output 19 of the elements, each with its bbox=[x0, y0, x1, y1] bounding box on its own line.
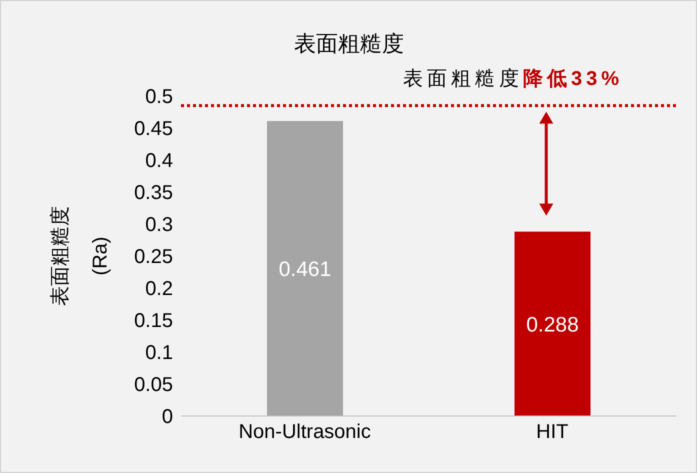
text: 降低33% bbox=[522, 68, 623, 90]
y-tick-label: 0.1 bbox=[145, 342, 173, 364]
y-tick-label: 0.35 bbox=[134, 182, 173, 204]
y-tick-label: 0.25 bbox=[134, 246, 173, 268]
y-tick-label: 0.15 bbox=[134, 310, 173, 332]
y-tick-label: 0.3 bbox=[145, 214, 173, 236]
x-tick-label: Non-Ultrasonic bbox=[238, 421, 371, 444]
y-tick-label: 0.4 bbox=[145, 150, 173, 172]
x-tick-label: HIT bbox=[536, 421, 568, 444]
y-axis-title: 表面粗糙度 (Ra) bbox=[49, 206, 112, 306]
y-tick-label: 0.45 bbox=[134, 118, 173, 140]
data-label: 0.461 bbox=[278, 258, 332, 281]
chart-title: 表面粗糙度 bbox=[294, 31, 404, 56]
y-tick-label: 0.05 bbox=[134, 374, 173, 396]
text: 表面粗糙度 bbox=[402, 68, 523, 90]
y-tick-label: 0.2 bbox=[145, 278, 173, 300]
data-label: 0.288 bbox=[526, 313, 579, 336]
y-tick-label: 0 bbox=[162, 406, 173, 428]
y-tick-label: 0.5 bbox=[145, 86, 173, 108]
